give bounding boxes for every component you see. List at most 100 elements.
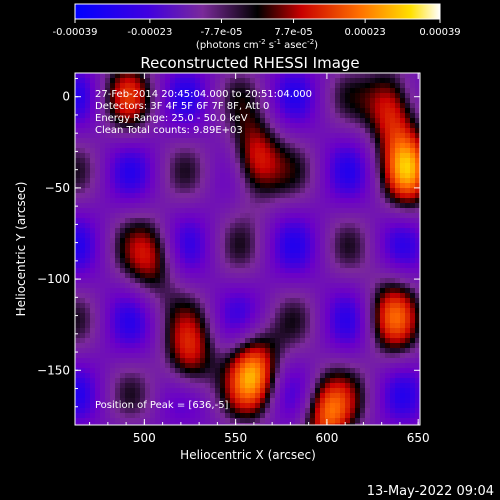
heatmap-cell: [195, 418, 200, 423]
heatmap-cell: [405, 93, 410, 98]
heatmap-cell: [95, 113, 100, 118]
heatmap-cell: [140, 93, 145, 98]
heatmap-cell: [120, 303, 125, 308]
heatmap-cell: [270, 238, 275, 243]
heatmap-cell: [180, 328, 185, 333]
heatmap-cell: [345, 258, 350, 263]
heatmap-cell: [105, 133, 110, 138]
heatmap-cell: [115, 193, 120, 198]
heatmap-cell: [75, 98, 80, 103]
heatmap-cell: [390, 423, 395, 425]
heatmap-cell: [165, 353, 170, 358]
heatmap-cell: [85, 393, 90, 398]
heatmap-cell: [280, 248, 285, 253]
heatmap-cell: [370, 293, 375, 298]
heatmap-cell: [395, 183, 400, 188]
heatmap-cell: [275, 388, 280, 393]
heatmap-cell: [255, 158, 260, 163]
heatmap-cell: [320, 153, 325, 158]
heatmap-cell: [215, 348, 220, 353]
heatmap-cell: [305, 288, 310, 293]
heatmap-cell: [230, 253, 235, 258]
heatmap-cell: [85, 208, 90, 213]
heatmap-cell: [415, 153, 420, 158]
heatmap-cell: [75, 78, 80, 83]
heatmap-cell: [120, 383, 125, 388]
heatmap-cell: [360, 378, 365, 383]
heatmap-cell: [370, 118, 375, 123]
heatmap-cell: [300, 108, 305, 113]
heatmap-cell: [155, 168, 160, 173]
heatmap-cell: [75, 233, 80, 238]
heatmap-cell: [130, 353, 135, 358]
heatmap-cell: [345, 203, 350, 208]
heatmap-cell: [345, 183, 350, 188]
heatmap-cell: [230, 328, 235, 333]
heatmap-cell: [165, 338, 170, 343]
heatmap-cell: [110, 328, 115, 333]
heatmap-cell: [265, 288, 270, 293]
heatmap-cell: [125, 108, 130, 113]
heatmap-cell: [130, 243, 135, 248]
heatmap-cell: [340, 123, 345, 128]
heatmap-cell: [385, 83, 390, 88]
heatmap-cell: [405, 78, 410, 83]
heatmap-cell: [280, 188, 285, 193]
heatmap-cell: [185, 103, 190, 108]
heatmap-cell: [110, 263, 115, 268]
heatmap-cell: [290, 408, 295, 413]
heatmap-cell: [125, 273, 130, 278]
heatmap-cell: [350, 278, 355, 283]
heatmap-cell: [275, 218, 280, 223]
heatmap-cell: [75, 253, 80, 258]
heatmap-cell: [135, 243, 140, 248]
heatmap-cell: [90, 113, 95, 118]
heatmap-cell: [195, 378, 200, 383]
heatmap-cell: [90, 268, 95, 273]
heatmap-cell: [305, 308, 310, 313]
heatmap-cell: [90, 273, 95, 278]
heatmap-cell: [95, 223, 100, 228]
heatmap-cell: [260, 423, 265, 425]
heatmap-cell: [415, 228, 420, 233]
heatmap-cell: [190, 148, 195, 153]
heatmap-cell: [170, 353, 175, 358]
heatmap-cell: [75, 203, 80, 208]
heatmap-cell: [140, 308, 145, 313]
heatmap-cell: [90, 373, 95, 378]
heatmap-cell: [155, 263, 160, 268]
x-axis-label: Heliocentric X (arcsec): [180, 448, 316, 462]
heatmap-cell: [120, 228, 125, 233]
heatmap-cell: [365, 128, 370, 133]
heatmap-cell: [265, 88, 270, 93]
heatmap-cell: [275, 328, 280, 333]
heatmap-cell: [395, 243, 400, 248]
heatmap-cell: [235, 333, 240, 338]
heatmap-cell: [305, 313, 310, 318]
heatmap-cell: [205, 178, 210, 183]
heatmap-cell: [255, 108, 260, 113]
heatmap-cell: [405, 133, 410, 138]
heatmap-cell: [360, 248, 365, 253]
heatmap-cell: [395, 138, 400, 143]
peak-position-label: Position of Peak = [636,-5]: [95, 400, 229, 411]
heatmap-cell: [135, 118, 140, 123]
heatmap-cell: [295, 283, 300, 288]
heatmap-cell: [350, 163, 355, 168]
heatmap-cell: [400, 383, 405, 388]
heatmap-cell: [290, 83, 295, 88]
heatmap-cell: [335, 103, 340, 108]
heatmap-cell: [110, 323, 115, 328]
heatmap-cell: [195, 393, 200, 398]
heatmap-cell: [245, 268, 250, 273]
heatmap-cell: [370, 298, 375, 303]
heatmap-cell: [135, 403, 140, 408]
heatmap-cell: [350, 393, 355, 398]
heatmap-cell: [140, 153, 145, 158]
heatmap-cell: [200, 223, 205, 228]
heatmap-cell: [355, 298, 360, 303]
heatmap-cell: [135, 213, 140, 218]
heatmap-cell: [275, 203, 280, 208]
heatmap-cell: [85, 248, 90, 253]
heatmap-cell: [165, 253, 170, 258]
